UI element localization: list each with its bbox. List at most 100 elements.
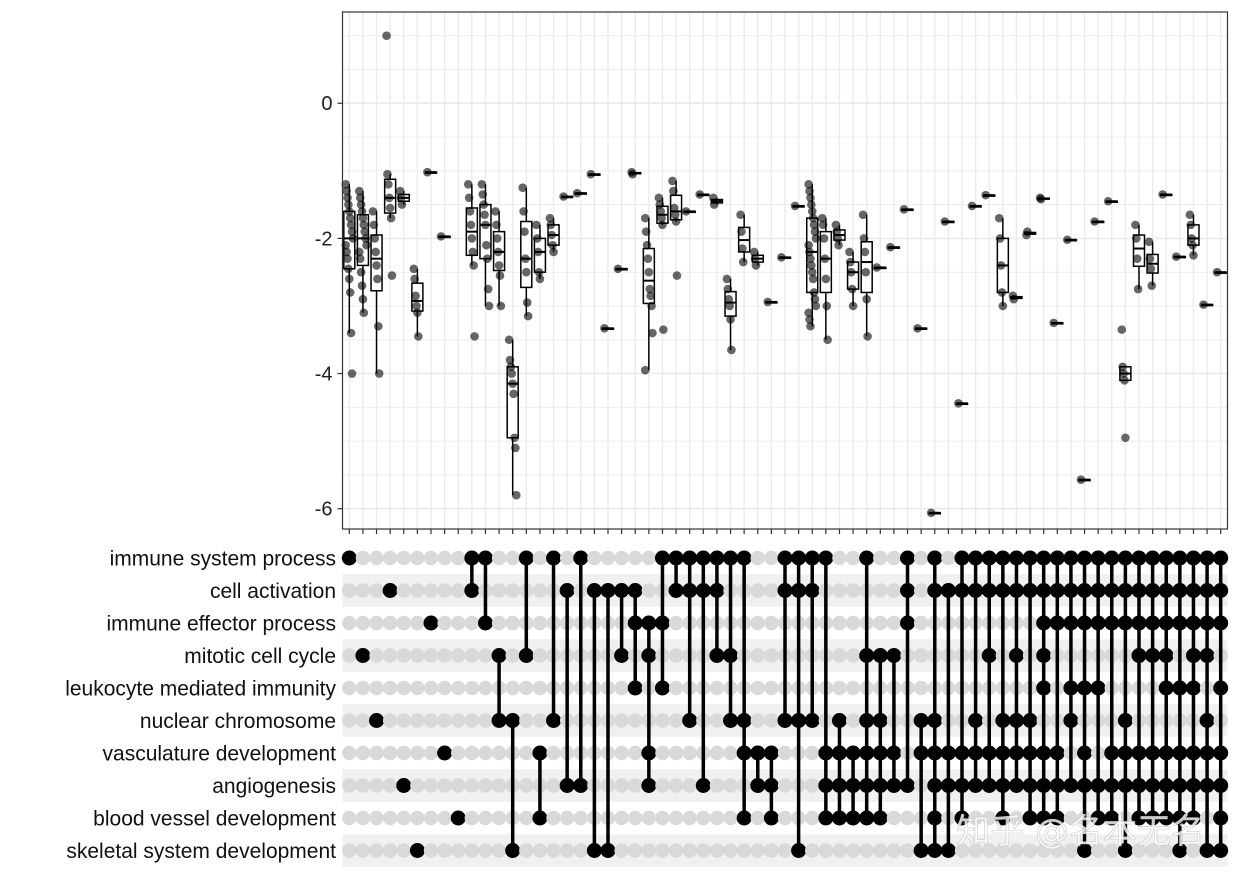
data-point bbox=[467, 234, 477, 243]
matrix-column bbox=[559, 550, 575, 858]
data-point bbox=[1189, 250, 1198, 260]
matrix-dot-inactive bbox=[655, 810, 670, 826]
matrix-dot-inactive bbox=[464, 713, 480, 728]
matrix-dot-active bbox=[1008, 648, 1024, 663]
matrix-dot-inactive bbox=[546, 843, 561, 858]
matrix-column bbox=[818, 550, 834, 858]
matrix-dot-active bbox=[845, 810, 861, 826]
matrix-dot-active bbox=[614, 648, 630, 663]
data-point bbox=[724, 294, 734, 304]
matrix-dot-active bbox=[777, 713, 793, 728]
data-point bbox=[493, 247, 503, 257]
matrix-column bbox=[1117, 550, 1133, 858]
data-point bbox=[659, 325, 668, 334]
matrix-dot-inactive bbox=[369, 778, 384, 793]
matrix-dot-active bbox=[995, 745, 1011, 761]
boxplot bbox=[627, 167, 642, 179]
data-point bbox=[572, 188, 582, 198]
matrix-dot-active bbox=[1158, 615, 1174, 631]
matrix-dot-active bbox=[1008, 583, 1024, 598]
matrix-column bbox=[1185, 550, 1201, 858]
data-point bbox=[736, 210, 745, 220]
boxplot bbox=[722, 274, 737, 355]
matrix-dot-active bbox=[1145, 745, 1161, 761]
matrix-dot-inactive bbox=[423, 648, 439, 663]
matrix-dot-active bbox=[505, 713, 521, 728]
data-point bbox=[362, 240, 371, 250]
matrix-dot-active bbox=[1131, 778, 1147, 793]
matrix-dot-active bbox=[1117, 615, 1133, 631]
matrix-dot-active bbox=[900, 615, 916, 631]
data-point bbox=[397, 200, 407, 209]
boxplot bbox=[1212, 267, 1227, 277]
data-point bbox=[478, 190, 488, 199]
matrix-dot-inactive bbox=[369, 680, 384, 696]
data-point bbox=[817, 213, 827, 223]
data-point bbox=[482, 240, 491, 250]
matrix-column bbox=[736, 550, 752, 858]
matrix-dot-inactive bbox=[736, 843, 752, 858]
data-point bbox=[436, 232, 446, 241]
matrix-dot-active bbox=[1049, 583, 1065, 598]
matrix-dot-inactive bbox=[1009, 810, 1024, 826]
matrix-dot-inactive bbox=[900, 843, 915, 858]
data-point bbox=[646, 291, 655, 301]
data-point bbox=[1144, 237, 1154, 247]
matrix-dot-active bbox=[709, 583, 725, 598]
matrix-dot-active bbox=[927, 745, 943, 761]
boxplot bbox=[382, 31, 397, 280]
data-point bbox=[521, 254, 530, 263]
matrix-dot-active bbox=[1145, 583, 1161, 598]
matrix-dot-inactive bbox=[437, 648, 452, 663]
matrix-dot-active bbox=[1117, 550, 1133, 566]
data-point bbox=[860, 247, 870, 257]
data-point bbox=[695, 190, 705, 199]
data-point bbox=[1049, 318, 1059, 328]
matrix-dot-inactive bbox=[491, 745, 507, 761]
data-point bbox=[811, 301, 821, 311]
matrix-dot-inactive bbox=[355, 810, 371, 826]
matrix-dot-active bbox=[981, 778, 997, 793]
matrix-dot-active bbox=[1063, 550, 1079, 566]
boxplot bbox=[695, 190, 710, 199]
matrix-column bbox=[859, 550, 875, 858]
matrix-dot-inactive bbox=[396, 713, 411, 728]
matrix-dot-inactive bbox=[451, 778, 466, 793]
data-point bbox=[356, 200, 366, 209]
matrix-dot-inactive bbox=[342, 745, 357, 761]
matrix-column bbox=[450, 550, 466, 858]
matrix-dot-active bbox=[1063, 778, 1079, 793]
data-point bbox=[628, 169, 637, 179]
matrix-column bbox=[872, 550, 888, 858]
data-point bbox=[369, 220, 379, 230]
matrix-dot-inactive bbox=[913, 615, 929, 631]
matrix-dot-inactive bbox=[777, 810, 793, 826]
matrix-dot-active bbox=[995, 583, 1011, 598]
matrix-dot-active bbox=[859, 550, 875, 566]
matrix-dot-inactive bbox=[1063, 810, 1079, 826]
matrix-dot-inactive bbox=[382, 648, 398, 663]
matrix-dot-active bbox=[940, 843, 956, 858]
set-label: leukocyte mediated immunity bbox=[65, 678, 336, 701]
data-point bbox=[804, 308, 813, 318]
matrix-dot-active bbox=[736, 810, 752, 826]
matrix-dot-inactive bbox=[764, 713, 779, 728]
data-point bbox=[466, 220, 476, 230]
matrix-dot-active bbox=[750, 778, 766, 793]
matrix-dot-inactive bbox=[491, 778, 507, 793]
data-point bbox=[845, 247, 854, 257]
boxplot-layer bbox=[341, 31, 1227, 518]
matrix-dot-active bbox=[1077, 615, 1093, 631]
matrix-dot-active bbox=[913, 745, 929, 761]
data-point bbox=[479, 200, 488, 209]
boxplot bbox=[1076, 475, 1091, 484]
matrix-dot-inactive bbox=[573, 843, 588, 858]
data-point bbox=[863, 332, 872, 341]
data-point bbox=[356, 267, 366, 277]
matrix-dot-active bbox=[1158, 583, 1174, 598]
matrix-dot-active bbox=[1185, 648, 1201, 663]
matrix-dot-active bbox=[1213, 843, 1229, 858]
data-point bbox=[345, 288, 355, 297]
data-point bbox=[858, 210, 868, 220]
matrix-dot-active bbox=[1131, 583, 1147, 598]
